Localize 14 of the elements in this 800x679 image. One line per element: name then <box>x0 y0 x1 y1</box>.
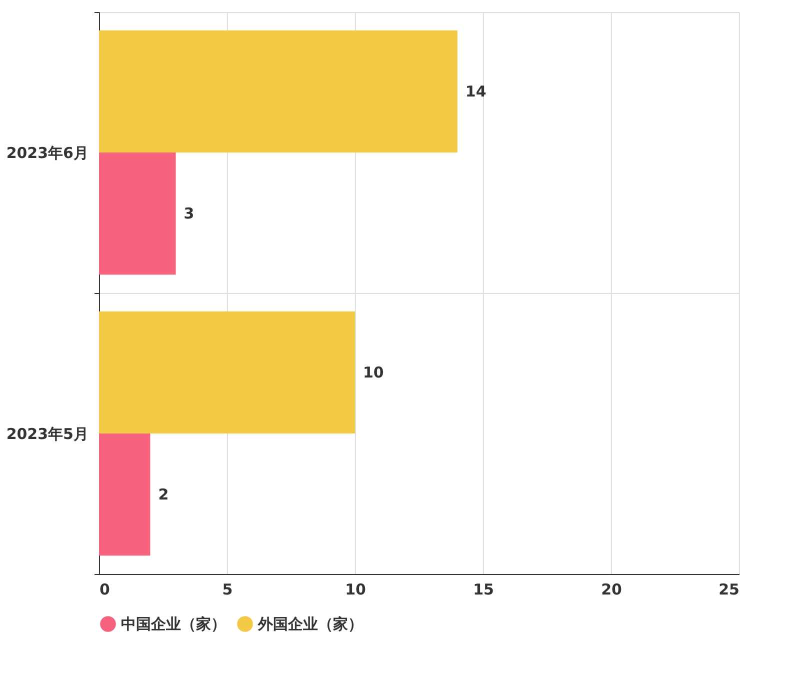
legend-label: 外国企业（家） <box>257 615 363 633</box>
x-tick-label: 20 <box>601 580 622 598</box>
x-tick-label: 25 <box>718 580 740 598</box>
y-tick-label: 2023年6月 <box>6 144 88 162</box>
legend-label: 中国企业（家） <box>121 615 226 633</box>
x-tick-label: 0 <box>100 580 110 598</box>
data-label: 2 <box>158 486 169 504</box>
x-tick-label: 10 <box>345 580 366 598</box>
x-tick-label: 15 <box>473 580 494 598</box>
data-label: 3 <box>184 204 194 223</box>
y-tick-label: 2023年5月 <box>6 425 88 443</box>
data-label: 10 <box>363 363 384 382</box>
x-tick-label: 5 <box>222 580 233 598</box>
data-label: 14 <box>465 82 486 100</box>
